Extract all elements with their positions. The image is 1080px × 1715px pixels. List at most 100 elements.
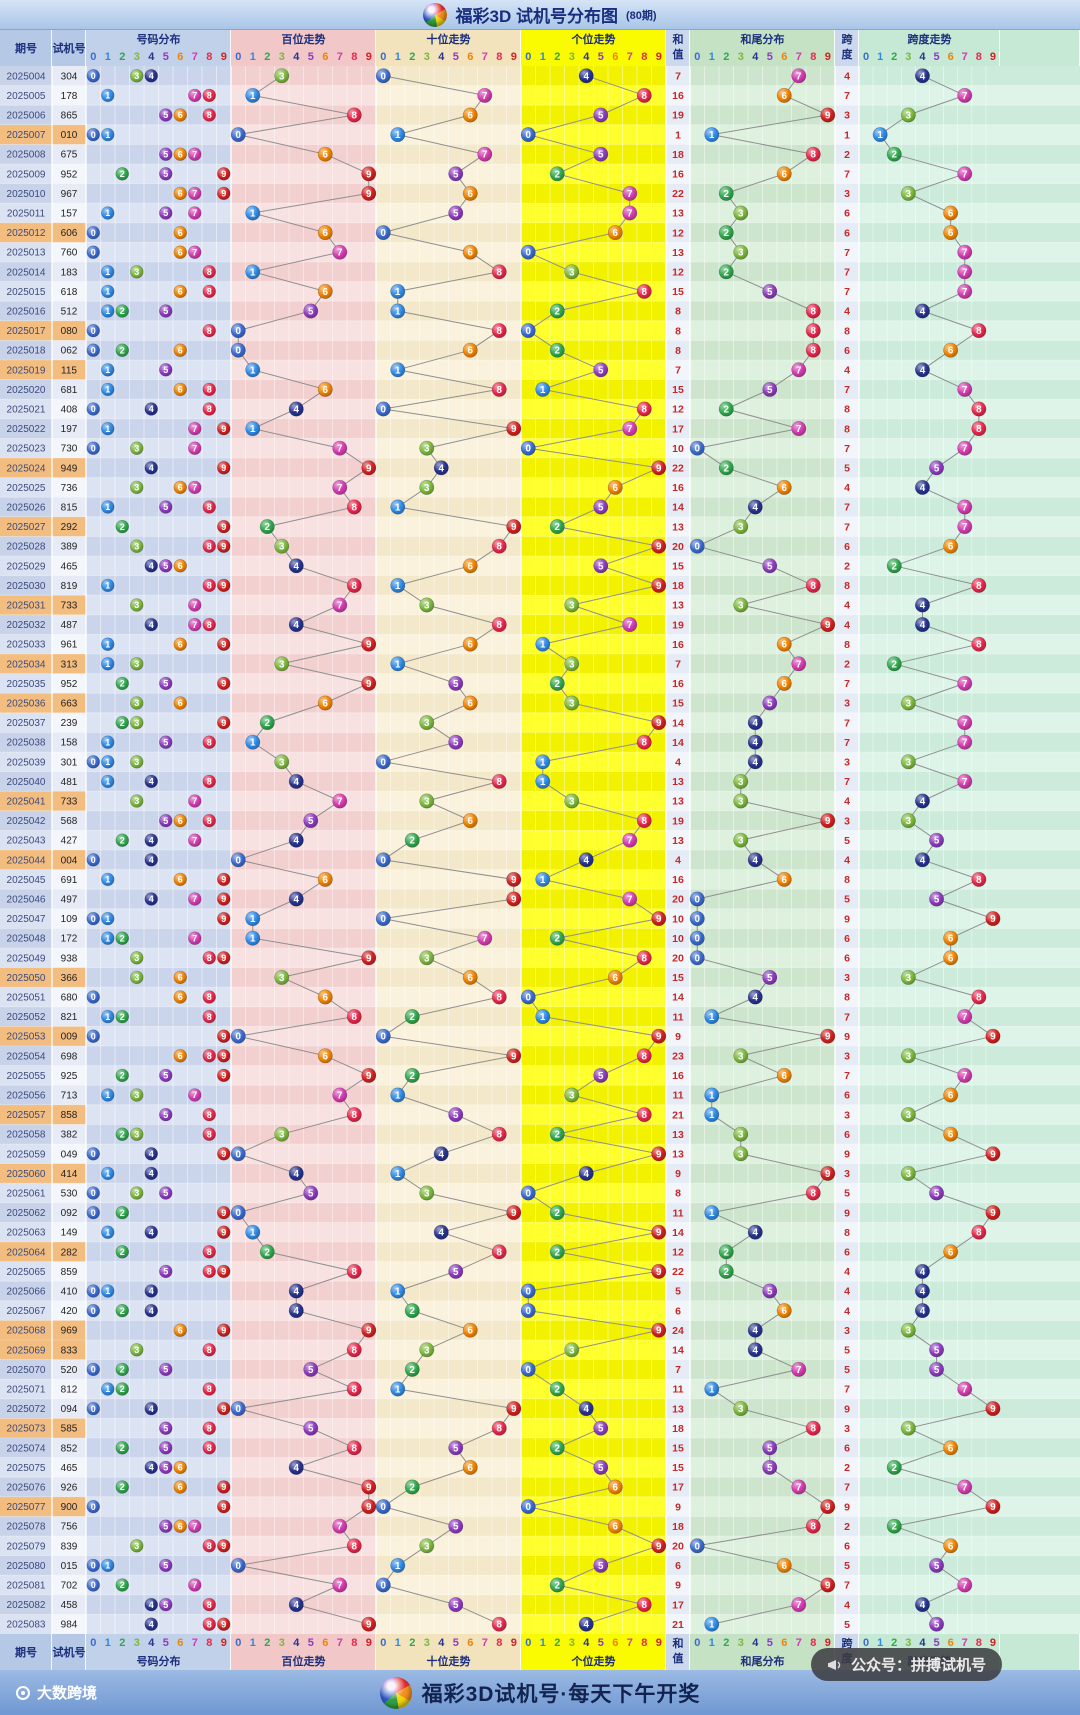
span-label: 5 bbox=[844, 463, 850, 475]
ball bbox=[144, 1460, 158, 1475]
ball bbox=[361, 460, 377, 476]
sum-label: 14 bbox=[672, 737, 684, 749]
ball-label: 1 bbox=[105, 267, 110, 277]
ball-label: 4 bbox=[149, 1286, 154, 1296]
ball-label: 1 bbox=[395, 287, 401, 298]
ball bbox=[230, 342, 246, 358]
sum-label: 15 bbox=[672, 286, 684, 298]
sum-label: 20 bbox=[672, 1541, 684, 1553]
ball-label: 1 bbox=[540, 875, 546, 886]
header-section-fill bbox=[1000, 1634, 1080, 1670]
wechat-badge-text: 公众号：拼搏试机号 bbox=[850, 1657, 986, 1674]
ball-label: 1 bbox=[105, 875, 110, 885]
lottery-ball-logo-footer-icon bbox=[379, 1676, 412, 1709]
sum-label: 19 bbox=[672, 110, 684, 122]
ball bbox=[202, 1127, 216, 1141]
ball-label: 7 bbox=[482, 934, 488, 945]
ball-label: 5 bbox=[453, 679, 459, 690]
ball bbox=[375, 1499, 391, 1515]
ball-label: 4 bbox=[149, 404, 154, 414]
digit-header: 8 bbox=[641, 51, 648, 63]
period-label: 2025034 bbox=[7, 659, 46, 670]
period-label: 2025023 bbox=[7, 444, 46, 455]
digit-header: 6 bbox=[322, 1637, 329, 1649]
span-label: 4 bbox=[844, 1599, 850, 1611]
ball-label: 1 bbox=[105, 306, 110, 316]
sum-label: 18 bbox=[672, 580, 684, 592]
span-label: 5 bbox=[844, 894, 850, 906]
ball bbox=[159, 1362, 173, 1377]
ball bbox=[733, 597, 749, 613]
ball bbox=[733, 1048, 749, 1064]
digit-header: 8 bbox=[810, 1637, 817, 1649]
ball bbox=[159, 676, 173, 691]
span-label: 3 bbox=[844, 1423, 850, 1435]
ball-label: 4 bbox=[294, 561, 300, 572]
ball bbox=[791, 1361, 807, 1377]
ball-label: 4 bbox=[753, 738, 759, 749]
ball-label: 2 bbox=[555, 1385, 561, 1396]
period-label: 2025072 bbox=[7, 1404, 46, 1415]
ball bbox=[101, 1225, 115, 1239]
ball bbox=[159, 1597, 173, 1612]
ball bbox=[622, 185, 638, 201]
ball bbox=[217, 872, 231, 887]
ball-label: 8 bbox=[207, 581, 212, 591]
header-section-hund bbox=[231, 1634, 376, 1670]
ball-label: 8 bbox=[352, 1110, 358, 1121]
ball-label: 1 bbox=[105, 385, 110, 395]
ball bbox=[361, 636, 377, 652]
ball-label: 9 bbox=[221, 894, 226, 904]
ball bbox=[86, 853, 100, 867]
period-label: 2025063 bbox=[7, 1228, 46, 1239]
digit-header: 0 bbox=[862, 1637, 870, 1649]
ball-label: 6 bbox=[178, 992, 183, 1002]
ball bbox=[462, 107, 478, 123]
ball bbox=[101, 774, 115, 789]
trial-label: 618 bbox=[61, 287, 78, 298]
trial-label: 010 bbox=[61, 130, 78, 141]
ball bbox=[317, 695, 333, 711]
ball-label: 6 bbox=[948, 228, 954, 239]
ball-label: 4 bbox=[920, 365, 926, 376]
digit-header: 3 bbox=[133, 1637, 140, 1649]
ball-label: 7 bbox=[192, 1521, 197, 1531]
period-label: 2025048 bbox=[7, 934, 46, 945]
ball bbox=[288, 558, 304, 574]
ball bbox=[900, 1165, 916, 1181]
trial-label: 292 bbox=[61, 522, 78, 533]
ball-label: 1 bbox=[395, 1287, 401, 1298]
sum-label: 6 bbox=[675, 1560, 681, 1572]
ball bbox=[188, 794, 202, 808]
ball bbox=[689, 930, 705, 946]
span-label: 6 bbox=[844, 953, 850, 965]
ball bbox=[776, 871, 792, 887]
digit-header: 0 bbox=[525, 1637, 532, 1649]
ball-label: 8 bbox=[642, 91, 648, 102]
ball-label: 4 bbox=[920, 601, 926, 612]
ball bbox=[929, 832, 945, 848]
ball bbox=[101, 127, 115, 142]
ball bbox=[520, 1361, 536, 1377]
ball-label: 3 bbox=[569, 267, 575, 278]
span-label: 8 bbox=[844, 639, 850, 651]
ball-label: 9 bbox=[990, 1208, 996, 1219]
trial-label: 301 bbox=[61, 757, 78, 768]
ball bbox=[943, 1126, 959, 1142]
ball bbox=[288, 1165, 304, 1181]
ball bbox=[820, 107, 836, 123]
ball-label: 5 bbox=[163, 1521, 168, 1531]
ball-label: 6 bbox=[468, 699, 474, 710]
digit-header: 8 bbox=[975, 51, 982, 63]
ball-label: 0 bbox=[526, 130, 532, 141]
digit-header: 6 bbox=[177, 1637, 184, 1649]
ball bbox=[86, 245, 100, 259]
span-label: 4 bbox=[844, 365, 850, 377]
ball bbox=[747, 715, 763, 731]
ball-label: 1 bbox=[105, 1286, 110, 1296]
sum-label: 13 bbox=[672, 796, 684, 808]
span-label: 9 bbox=[844, 1207, 850, 1219]
ball bbox=[762, 1459, 778, 1475]
ball-label: 1 bbox=[105, 659, 110, 669]
digit-header: 1 bbox=[708, 1637, 715, 1649]
